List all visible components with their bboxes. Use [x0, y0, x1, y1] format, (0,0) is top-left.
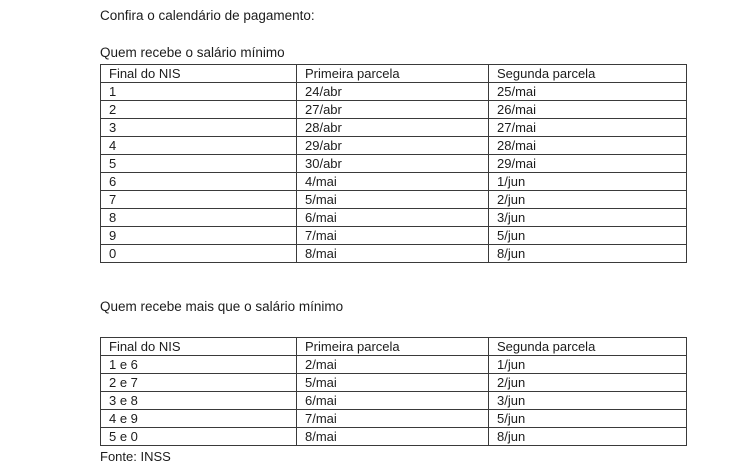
- table-row: 5 e 0 8/mai 8/jun: [100, 427, 687, 446]
- table-cell-nis: 2 e 7: [100, 373, 297, 392]
- table-cell-first: 4/mai: [296, 172, 489, 191]
- table-header-row: Final do NIS Primeira parcela Segunda pa…: [100, 337, 687, 356]
- table-row: 7 5/mai 2/jun: [100, 190, 687, 209]
- table-cell-first: 8/mai: [296, 427, 489, 446]
- page-title: Confira o calendário de pagamento:: [100, 8, 315, 23]
- source-note: Fonte: INSS: [100, 449, 171, 464]
- table-row: 6 4/mai 1/jun: [100, 172, 687, 191]
- table-cell-second: 1/jun: [488, 355, 687, 374]
- table-cell-first: 6/mai: [296, 391, 489, 410]
- table-cell-second: 2/jun: [488, 373, 687, 392]
- table-cell-nis: 5: [100, 154, 297, 173]
- table-cell-second: 25/mai: [488, 82, 687, 101]
- table-cell-nis: 3 e 8: [100, 391, 297, 410]
- table-cell-nis: 8: [100, 208, 297, 227]
- table-cell-first: 6/mai: [296, 208, 489, 227]
- table-row: 9 7/mai 5/jun: [100, 226, 687, 245]
- table-cell-nis: 5 e 0: [100, 427, 297, 446]
- table-cell-first: 27/abr: [296, 100, 489, 119]
- table-cell-second: 8/jun: [488, 427, 687, 446]
- table-cell-first: 7/mai: [296, 226, 489, 245]
- table-row: 8 6/mai 3/jun: [100, 208, 687, 227]
- table-cell-first: 2/mai: [296, 355, 489, 374]
- table-cell-second: 29/mai: [488, 154, 687, 173]
- table-cell-nis: 1: [100, 82, 297, 101]
- table-row: 4 e 9 7/mai 5/jun: [100, 409, 687, 428]
- table-cell-nis: 4: [100, 136, 297, 155]
- table-cell-nis: 2: [100, 100, 297, 119]
- table-cell-second: 8/jun: [488, 244, 687, 263]
- table-row: 3 28/abr 27/mai: [100, 118, 687, 137]
- table-row: 4 29/abr 28/mai: [100, 136, 687, 155]
- table-cell-first: 5/mai: [296, 373, 489, 392]
- table-cell-first: 30/abr: [296, 154, 489, 173]
- table-header-row: Final do NIS Primeira parcela Segunda pa…: [100, 64, 687, 83]
- table-row: 5 30/abr 29/mai: [100, 154, 687, 173]
- table-row: 1 e 6 2/mai 1/jun: [100, 355, 687, 374]
- table-cell-first: 7/mai: [296, 409, 489, 428]
- table-cell-first: 24/abr: [296, 82, 489, 101]
- table-row: 1 24/abr 25/mai: [100, 82, 687, 101]
- column-header-final-nis: Final do NIS: [100, 64, 297, 83]
- table-row: 0 8/mai 8/jun: [100, 244, 687, 263]
- column-header-first-installment: Primeira parcela: [296, 64, 489, 83]
- table-cell-second: 2/jun: [488, 190, 687, 209]
- table-cell-second: 5/jun: [488, 226, 687, 245]
- document-body: Confira o calendário de pagamento: Quem …: [100, 8, 687, 465]
- payment-table-above-minimum-wage: Final do NIS Primeira parcela Segunda pa…: [100, 337, 687, 446]
- table-cell-nis: 7: [100, 190, 297, 209]
- table-cell-nis: 4 e 9: [100, 409, 297, 428]
- table-cell-first: 5/mai: [296, 190, 489, 209]
- table-row: 2 27/abr 26/mai: [100, 100, 687, 119]
- table-cell-first: 29/abr: [296, 136, 489, 155]
- table-cell-second: 27/mai: [488, 118, 687, 137]
- column-header-final-nis: Final do NIS: [100, 337, 297, 356]
- table-row: 3 e 8 6/mai 3/jun: [100, 391, 687, 410]
- column-header-second-installment: Segunda parcela: [488, 64, 687, 83]
- table-cell-first: 28/abr: [296, 118, 489, 137]
- table-cell-second: 28/mai: [488, 136, 687, 155]
- table-cell-second: 3/jun: [488, 391, 687, 410]
- column-header-second-installment: Segunda parcela: [488, 337, 687, 356]
- payment-table-minimum-wage: Final do NIS Primeira parcela Segunda pa…: [100, 64, 687, 263]
- table-cell-nis: 3: [100, 118, 297, 137]
- table-cell-second: 5/jun: [488, 409, 687, 428]
- table-cell-nis: 0: [100, 244, 297, 263]
- table-cell-second: 3/jun: [488, 208, 687, 227]
- column-header-first-installment: Primeira parcela: [296, 337, 489, 356]
- table-cell-nis: 1 e 6: [100, 355, 297, 374]
- table-cell-nis: 9: [100, 226, 297, 245]
- table-cell-first: 8/mai: [296, 244, 489, 263]
- section-heading-above-minimum-wage: Quem recebe mais que o salário mínimo: [100, 299, 344, 314]
- table-cell-second: 26/mai: [488, 100, 687, 119]
- table-cell-nis: 6: [100, 172, 297, 191]
- table-row: 2 e 7 5/mai 2/jun: [100, 373, 687, 392]
- table-cell-second: 1/jun: [488, 172, 687, 191]
- section-heading-minimum-wage: Quem recebe o salário mínimo: [100, 45, 285, 60]
